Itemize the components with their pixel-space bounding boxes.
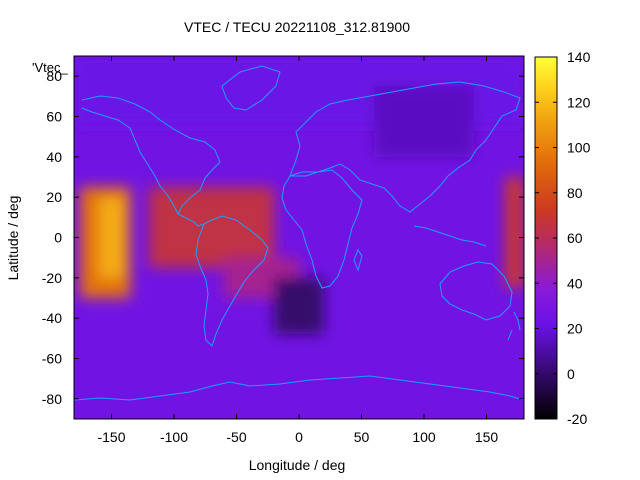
heat-region-asia-north-low [374, 86, 474, 157]
colorbar-tick-label: 120 [567, 94, 591, 110]
y-tick-label: 20 [46, 189, 62, 205]
colorbar-tick-label: 40 [567, 275, 583, 291]
colorbar-tick-label: 140 [567, 49, 591, 65]
y-tick-label: 60 [46, 109, 62, 125]
colorbar-tick-label: 100 [567, 140, 591, 156]
y-tick-label: -60 [42, 351, 62, 367]
coastline-indonesia [413, 225, 487, 247]
y-tick-label: 40 [46, 149, 62, 165]
x-axis-label: Longitude / deg [249, 457, 346, 473]
coastlines [74, 65, 524, 401]
x-tick-label: -100 [160, 429, 188, 445]
x-tick-label: -50 [226, 429, 246, 445]
heat-region-pacific-west-edge [505, 177, 524, 288]
heatmap-field [74, 56, 524, 419]
colorbar-tick-label: 80 [567, 185, 583, 201]
colorbar-tick-label: 60 [567, 230, 583, 246]
colorbar-tick-label: 20 [567, 321, 583, 337]
coastline-europe-asia [289, 81, 521, 213]
y-tick-label: -80 [42, 391, 62, 407]
x-tick-label: 0 [295, 429, 303, 445]
y-tick-label: 80 [46, 68, 62, 84]
colorbar-tick-label: -20 [567, 411, 587, 427]
coastline-africa [281, 169, 363, 289]
series-label: 'Vtec_ [32, 60, 68, 75]
x-axis-ticks: -150 -100 -50 0 50 100 150 [97, 56, 498, 445]
heat-region-equatorial-band-americas [149, 187, 274, 268]
y-axis-ticks: -80 -60 -40 -20 0 20 40 60 80 [42, 68, 524, 407]
y-tick-label: -20 [42, 270, 62, 286]
x-tick-label: -150 [97, 429, 125, 445]
coastline-madagascar [353, 248, 363, 272]
coastline-central-america [177, 213, 205, 227]
chart-title: VTEC / TECU 20221108_312.81900 [184, 19, 410, 35]
coastline-south-america [195, 215, 269, 347]
x-tick-label: 100 [412, 429, 436, 445]
coastline-australia [439, 261, 513, 321]
coastline-antarctica [74, 375, 524, 401]
coastline-greenland [221, 65, 281, 111]
x-tick-label: 50 [354, 429, 370, 445]
x-tick-label: 150 [475, 429, 499, 445]
heat-region-pacific-peak [99, 197, 124, 278]
y-tick-label: -40 [42, 310, 62, 326]
y-axis-label: Latitude / deg [5, 196, 21, 281]
heat-region-atlantic-depletion [274, 277, 324, 335]
colorbar-ticks: -20 0 20 40 60 80 100 120 140 [535, 49, 591, 427]
coastline-north-america [81, 95, 221, 216]
colorbar-tick-label: 0 [567, 366, 575, 382]
coastline-new-zealand [507, 311, 521, 341]
y-tick-label: 0 [54, 230, 62, 246]
